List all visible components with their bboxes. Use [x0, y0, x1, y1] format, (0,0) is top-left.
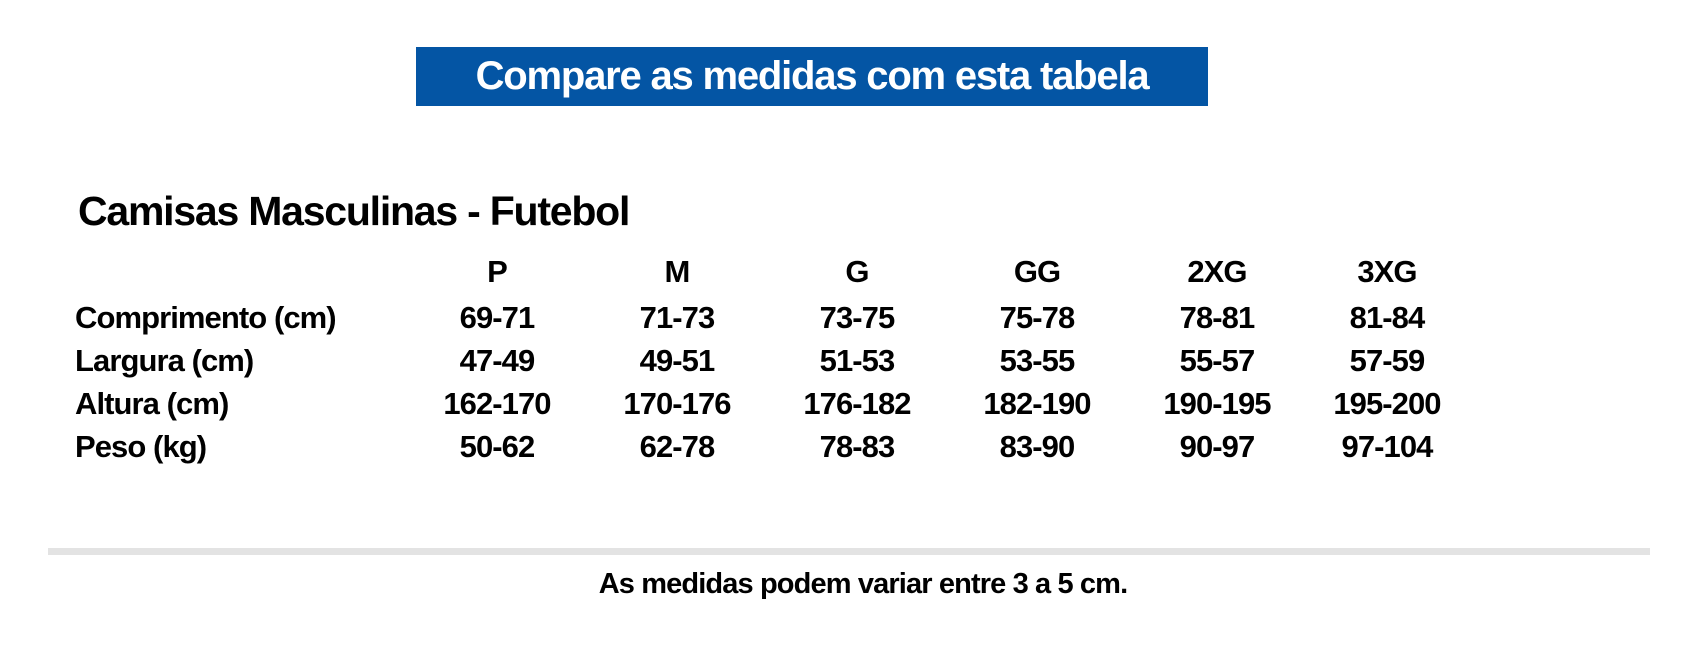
compare-banner: Compare as medidas com esta tabela	[416, 47, 1208, 106]
size-value-cell: 162-170	[443, 385, 551, 421]
table-row-altura: Altura (cm) 162-170 170-176 176-182 182-…	[75, 382, 1467, 425]
size-value-cell: 190-195	[1163, 385, 1271, 421]
compare-banner-label: Compare as medidas com esta tabela	[475, 54, 1150, 98]
row-label-comprimento: Comprimento (cm)	[75, 299, 337, 335]
size-column-header-p: P	[487, 254, 508, 289]
table-row-peso: Peso (kg) 50-62 62-78 78-83 83-90 90-97 …	[75, 425, 1467, 468]
size-value-cell: 83-90	[999, 428, 1076, 464]
size-table-header-row: P M G GG 2XG 3XG	[75, 248, 1467, 296]
size-value-cell: 55-57	[1179, 342, 1256, 378]
section-title: Camisas Masculinas - Futebol	[78, 188, 630, 234]
size-value-cell: 78-83	[819, 428, 896, 464]
size-value-cell: 69-71	[459, 299, 536, 335]
size-value-cell: 170-176	[623, 385, 731, 421]
size-value-cell: 176-182	[803, 385, 911, 421]
size-table-corner-cell	[75, 248, 407, 296]
size-table: P M G GG 2XG 3XG Comprimento (cm) 69-71 …	[75, 248, 1467, 468]
size-value-cell: 195-200	[1333, 385, 1441, 421]
size-value-cell: 62-78	[639, 428, 716, 464]
divider-line	[48, 548, 1650, 555]
size-value-cell: 71-73	[639, 299, 716, 335]
size-value-cell: 73-75	[819, 299, 896, 335]
table-row-largura: Largura (cm) 47-49 49-51 51-53 53-55 55-…	[75, 339, 1467, 382]
size-value-cell: 75-78	[999, 299, 1076, 335]
size-value-cell: 47-49	[459, 342, 536, 378]
size-value-cell: 182-190	[983, 385, 1091, 421]
row-label-largura: Largura (cm)	[75, 342, 254, 378]
footer-note: As medidas podem variar entre 3 a 5 cm.	[598, 568, 1128, 600]
size-value-cell: 90-97	[1179, 428, 1256, 464]
row-label-peso: Peso (kg)	[75, 428, 207, 464]
size-column-header-gg: GG	[1013, 254, 1061, 289]
size-column-header-m: M	[664, 254, 691, 289]
size-value-cell: 57-59	[1349, 342, 1426, 378]
size-column-header-2xg: 2XG	[1187, 254, 1247, 289]
size-column-header-g: G	[845, 254, 869, 289]
size-value-cell: 49-51	[639, 342, 716, 378]
size-value-cell: 50-62	[459, 428, 536, 464]
size-column-header-3xg: 3XG	[1357, 254, 1417, 289]
size-value-cell: 78-81	[1179, 299, 1256, 335]
row-label-altura: Altura (cm)	[75, 385, 229, 421]
table-row-comprimento: Comprimento (cm) 69-71 71-73 73-75 75-78…	[75, 296, 1467, 339]
size-value-cell: 97-104	[1341, 428, 1434, 464]
size-value-cell: 53-55	[999, 342, 1076, 378]
size-value-cell: 81-84	[1349, 299, 1426, 335]
size-value-cell: 51-53	[819, 342, 896, 378]
